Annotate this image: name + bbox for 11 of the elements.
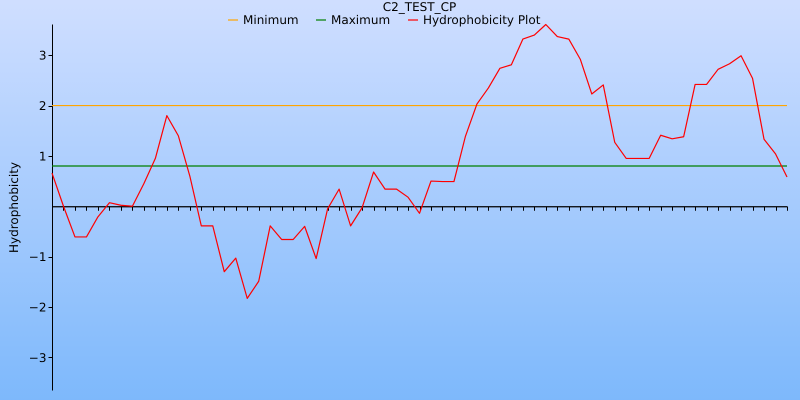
y-tick-label: 1 <box>38 149 46 164</box>
chart-title: C2_TEST_CP <box>382 0 456 14</box>
legend-label: Hydrophobicity Plot <box>423 13 541 27</box>
legend-label: Maximum <box>331 13 390 27</box>
y-tick-label: −1 <box>28 250 46 264</box>
legend-label: Minimum <box>243 13 299 27</box>
y-axis-title: Hydrophobicity <box>6 162 21 254</box>
y-tick-label: −3 <box>28 350 46 365</box>
y-tick-label: 3 <box>38 48 46 63</box>
y-tick-label: 2 <box>38 99 46 114</box>
y-tick-label: −2 <box>28 300 46 314</box>
